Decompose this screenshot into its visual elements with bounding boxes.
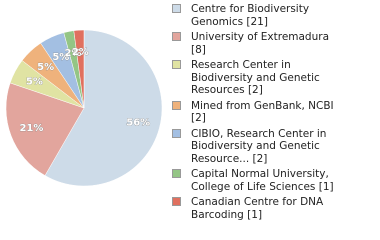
legend-label: Canadian Centre for DNA Barcoding [1] <box>191 196 324 221</box>
legend-item: CIBIO, Research Center in Biodiversity a… <box>170 128 370 166</box>
legend-item: Canadian Centre for DNA Barcoding [1] <box>170 196 370 221</box>
pie-slice <box>5 82 85 176</box>
legend-label: CIBIO, Research Center in Biodiversity a… <box>191 127 327 165</box>
slice-label: 5% <box>26 77 43 88</box>
pie-slice <box>73 29 85 109</box>
legend-label: Mined from GenBank, NCBI [2] <box>191 99 334 125</box>
legend: Centre for Biodiversity Genomics [21] Uni… <box>170 3 370 221</box>
pie-area: 56%21%5%5%5%2%2% <box>5 29 163 187</box>
legend-swatch <box>172 60 181 69</box>
legend-label: Capital Normal University, College of Li… <box>191 168 334 193</box>
legend-swatch <box>172 128 181 138</box>
legend-label: Research Center in Biodiversity and Gene… <box>191 59 320 96</box>
legend-swatch <box>172 4 181 13</box>
legend-label: Centre for Biodiversity Genomics [21] <box>191 3 310 28</box>
legend-item: Research Center in Biodiversity and Gene… <box>170 59 370 97</box>
legend-item: Centre for Biodiversity Genomics [21] <box>170 3 370 28</box>
legend-swatch <box>172 100 181 110</box>
slice-label: 2% <box>65 48 82 59</box>
legend-item: Mined from GenBank, NCBI [2] <box>170 100 370 125</box>
pie-slice <box>44 29 163 187</box>
slice-label: 56% <box>126 118 150 129</box>
legend-swatch <box>172 197 181 206</box>
legend-swatch <box>172 169 181 178</box>
legend-label: University of Extremadura [8] <box>191 31 330 56</box>
slice-label: 5% <box>52 52 69 63</box>
slice-label: 5% <box>37 62 54 73</box>
slice-label: 21% <box>19 123 43 134</box>
legend-item: Capital Normal University, College of Li… <box>170 168 370 193</box>
slice-label: 2% <box>72 47 89 58</box>
legend-swatch <box>172 32 181 41</box>
legend-item: University of Extremadura [8] <box>170 31 370 56</box>
